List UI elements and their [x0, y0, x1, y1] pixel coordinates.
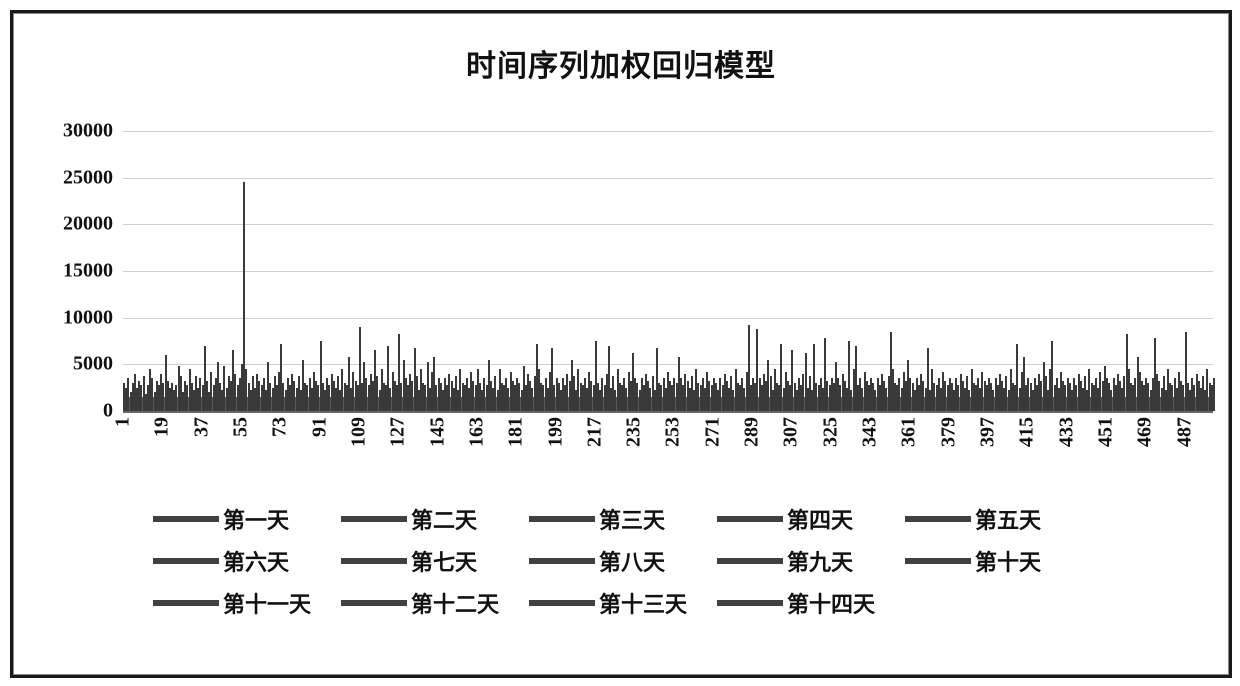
legend-item: 第十四天: [717, 587, 905, 619]
legend-swatch: [153, 558, 219, 564]
x-tick-label: 199: [544, 417, 567, 447]
y-tick-label: 25000: [23, 166, 113, 189]
x-tick-label: 469: [1134, 417, 1157, 447]
legend-swatch: [529, 558, 595, 564]
x-tick-label: 163: [465, 417, 488, 447]
legend-label: 第五天: [975, 503, 1041, 535]
legend-label: 第四天: [787, 503, 853, 535]
y-axis-labels: 050001000015000200002500030000: [13, 131, 113, 411]
gridline: [123, 131, 1213, 132]
legend-item: 第一天: [153, 503, 341, 535]
x-tick-label: 109: [347, 417, 370, 447]
x-tick-label: 487: [1173, 417, 1196, 447]
legend-item: 第十三天: [529, 587, 717, 619]
legend-item: 第九天: [717, 545, 905, 577]
x-tick-label: 271: [701, 417, 724, 447]
x-tick-label: 217: [583, 417, 606, 447]
legend-swatch: [717, 558, 783, 564]
x-tick-label: 415: [1016, 417, 1039, 447]
legend-item: 第七天: [341, 545, 529, 577]
legend-label: 第十一天: [223, 587, 311, 619]
legend-swatch: [717, 516, 783, 522]
y-tick-label: 20000: [23, 213, 113, 236]
legend-swatch: [153, 516, 219, 522]
legend-item: 第二天: [341, 503, 529, 535]
x-tick-label: 253: [662, 417, 685, 447]
x-tick-label: 73: [269, 417, 292, 437]
legend-swatch: [341, 600, 407, 606]
legend-swatch: [905, 516, 971, 522]
legend-swatch: [905, 558, 971, 564]
legend-label: 第十二天: [411, 587, 499, 619]
x-tick-label: 235: [623, 417, 646, 447]
legend-item: 第六天: [153, 545, 341, 577]
x-tick-label: 343: [859, 417, 882, 447]
x-tick-label: 19: [151, 417, 174, 437]
x-tick-label: 451: [1094, 417, 1117, 447]
x-tick-label: 145: [426, 417, 449, 447]
x-tick-label: 361: [898, 417, 921, 447]
chart-frame: 时间序列加权回归模型 0 5000 10000 15000 20000 25000 3000…: [10, 10, 1232, 678]
legend-item: 第四天: [717, 503, 905, 535]
x-tick-label: 397: [977, 417, 1000, 447]
x-tick-label: 55: [229, 417, 252, 437]
x-tick-label: 37: [190, 417, 213, 437]
y-tick-label: 10000: [23, 306, 113, 329]
gridline: [123, 364, 1213, 365]
legend-swatch: [341, 558, 407, 564]
legend: 第一天 第二天 第三天 第四天 第五天第六天 第七天 第八天 第九天 第十天第十一天 第十二天 第十…: [153, 503, 1133, 629]
legend-item: 第十一天: [153, 587, 341, 619]
x-tick-label: 307: [780, 417, 803, 447]
y-tick-label: 0: [23, 400, 113, 423]
legend-swatch: [717, 600, 783, 606]
y-tick-label: 5000: [23, 353, 113, 376]
x-tick-label: 433: [1055, 417, 1078, 447]
legend-item: 第三天: [529, 503, 717, 535]
legend-swatch: [153, 600, 219, 606]
legend-label: 第二天: [411, 503, 477, 535]
legend-label: 第一天: [223, 503, 289, 535]
x-tick-label: 91: [308, 417, 331, 437]
plot-area: [123, 131, 1213, 411]
legend-label: 第三天: [599, 503, 665, 535]
legend-label: 第十四天: [787, 587, 875, 619]
gridline: [123, 271, 1213, 272]
legend-item: 第八天: [529, 545, 717, 577]
legend-item: 第五天: [905, 503, 1093, 535]
x-tick-label: 181: [505, 417, 528, 447]
y-tick-label: 30000: [23, 120, 113, 143]
x-tick-label: 379: [937, 417, 960, 447]
x-tick-label: 289: [741, 417, 764, 447]
legend-swatch: [529, 516, 595, 522]
legend-label: 第十三天: [599, 587, 687, 619]
chart-title: 时间序列加权回归模型: [13, 41, 1229, 85]
legend-label: 第七天: [411, 545, 477, 577]
legend-swatch: [529, 600, 595, 606]
gridline: [123, 318, 1213, 319]
x-axis-labels: 1193755739110912714516318119921723525327…: [123, 417, 1213, 497]
gridline: [123, 178, 1213, 179]
x-axis-line: [123, 411, 1213, 413]
legend-label: 第九天: [787, 545, 853, 577]
gridline: [123, 224, 1213, 225]
legend-label: 第六天: [223, 545, 289, 577]
legend-item: 第十天: [905, 545, 1093, 577]
legend-label: 第八天: [599, 545, 665, 577]
x-tick-label: 127: [387, 417, 410, 447]
legend-item: 第十二天: [341, 587, 529, 619]
legend-swatch: [341, 516, 407, 522]
x-tick-label: 325: [819, 417, 842, 447]
x-tick-label: 1: [112, 417, 135, 427]
legend-label: 第十天: [975, 545, 1041, 577]
y-tick-label: 15000: [23, 260, 113, 283]
